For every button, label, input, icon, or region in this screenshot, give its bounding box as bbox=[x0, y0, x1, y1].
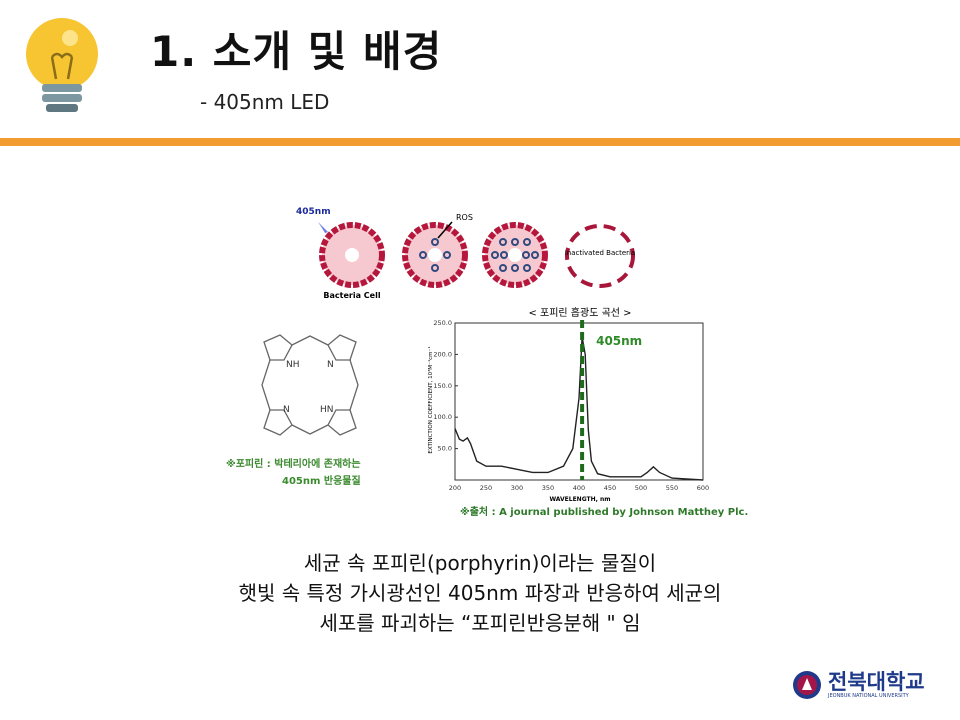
body-line-3: 세포를 파괴하는 “포피린반응분해 " 임 bbox=[319, 611, 641, 635]
x-tick-label: 250 bbox=[480, 484, 492, 492]
x-axis-label: WAVELENGTH, nm bbox=[549, 496, 610, 503]
bacteria-cell-1 bbox=[319, 222, 385, 288]
cell-label: Bacteria Cell bbox=[323, 291, 380, 300]
accent-divider bbox=[0, 138, 960, 146]
bacteria-cell-3 bbox=[482, 222, 548, 288]
atom-label: HN bbox=[320, 405, 334, 415]
porphyrin-caption-1: ※포피린 : 박테리아에 존재하는 bbox=[226, 459, 361, 470]
inactivated-bacteria bbox=[565, 224, 635, 288]
x-tick-label: 400 bbox=[573, 484, 585, 492]
bacteria-inactivation-diagram: 405nm Bacteria Cell ROS Inactivated Bact… bbox=[296, 207, 636, 300]
chart-title: < 포피린 흡광도 곡선 > bbox=[528, 306, 631, 319]
absorbance-chart: < 포피린 흡광도 곡선 > WAVELENGTH, nm EXTINCTION… bbox=[427, 306, 709, 503]
y-tick-label: 50.0 bbox=[438, 445, 452, 453]
atom-label: N bbox=[327, 360, 334, 370]
source-note: ※출처 : A journal published by Johnson Mat… bbox=[460, 507, 749, 518]
university-seal-icon bbox=[793, 671, 821, 699]
x-tick-label: 350 bbox=[542, 484, 554, 492]
university-logo: 전북대학교 JEONBUK NATIONAL UNIVERSITY bbox=[792, 670, 925, 700]
y-axis-label: EXTINCTION COEFFICIENT, 10³M⁻¹cm⁻¹ bbox=[427, 346, 434, 453]
lightbulb-icon bbox=[26, 18, 98, 112]
x-tick-label: 450 bbox=[604, 484, 616, 492]
university-subname: JEONBUK NATIONAL UNIVERSITY bbox=[828, 693, 909, 699]
y-tick-label: 150.0 bbox=[433, 382, 452, 390]
body-line-1: 세균 속 포피린(porphyrin)이라는 물질이 bbox=[303, 551, 657, 575]
y-tick-label: 250.0 bbox=[433, 319, 452, 327]
x-tick-label: 200 bbox=[449, 484, 461, 492]
bacteria-cell-2 bbox=[402, 222, 468, 288]
ros-label: ROS bbox=[456, 213, 473, 222]
y-tick-label: 200.0 bbox=[433, 350, 452, 358]
plot-frame bbox=[454, 322, 704, 481]
x-tick-label: 550 bbox=[666, 484, 678, 492]
wavelength-marker-label: 405nm bbox=[596, 334, 642, 348]
atom-label: NH bbox=[286, 360, 300, 370]
x-tick-label: 600 bbox=[697, 484, 709, 492]
absorbance-curve bbox=[454, 336, 704, 481]
light-arrow-icon bbox=[318, 222, 328, 233]
x-tick-label: 300 bbox=[511, 484, 523, 492]
porphyrin-caption-2: 405nm 반응물질 bbox=[282, 476, 361, 487]
inactivated-label: Inactivated Bacteria bbox=[565, 249, 636, 257]
university-name: 전북대학교 bbox=[828, 670, 925, 694]
slide-title: 1. 소개 및 배경 bbox=[150, 27, 443, 76]
porphyrin-structure: NH N N HN bbox=[261, 334, 359, 436]
atom-label: N bbox=[283, 405, 290, 415]
light-label: 405nm bbox=[296, 207, 331, 217]
y-tick-label: 100.0 bbox=[433, 413, 452, 421]
slide-subtitle: - 405nm LED bbox=[200, 90, 330, 114]
body-line-2: 햇빛 속 특정 가시광선인 405nm 파장과 반응하여 세균의 bbox=[238, 581, 722, 605]
x-tick-label: 500 bbox=[635, 484, 647, 492]
